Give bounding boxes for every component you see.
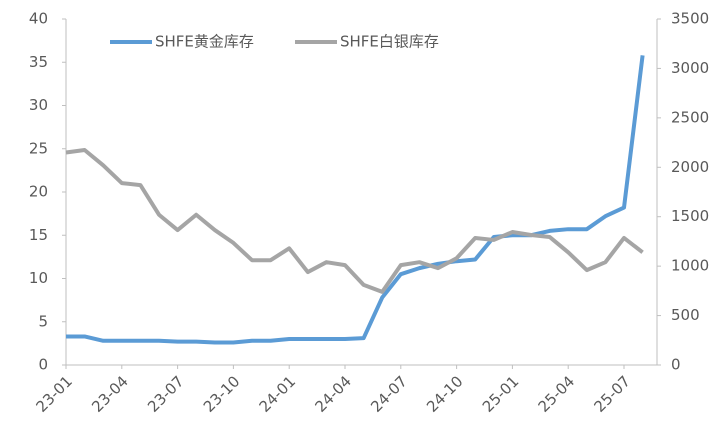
y2-tick-label: 3000 <box>671 59 709 77</box>
x-tick-label: 25-04 <box>535 372 579 416</box>
y-tick-label: 15 <box>29 226 48 244</box>
y-tick-label: 5 <box>38 312 48 330</box>
y2-tick-label: 500 <box>671 306 700 324</box>
y-tick-label: 0 <box>38 356 48 374</box>
series-line <box>66 55 645 345</box>
y-tick-label: 40 <box>29 10 48 28</box>
x-tick-label: 23-07 <box>144 372 188 416</box>
x-tick-label: 23-01 <box>32 372 76 416</box>
legend-label: SHFE黄金库存 <box>155 33 254 51</box>
x-tick-label: 25-07 <box>590 372 634 416</box>
y-tick-label: 30 <box>29 96 48 114</box>
x-tick-label: 24-10 <box>423 372 467 416</box>
x-tick-label: 23-04 <box>88 372 132 416</box>
y2-tick-label: 1500 <box>671 207 709 225</box>
y2-tick-label: 2000 <box>671 158 709 176</box>
x-tick-label: 24-01 <box>256 372 300 416</box>
y-tick-label: 20 <box>29 183 48 201</box>
series-line <box>65 147 644 294</box>
y2-tick-label: 2500 <box>671 108 709 126</box>
y2-tick-label: 0 <box>671 356 681 374</box>
y-tick-label: 25 <box>29 139 48 157</box>
x-tick-label: 23-10 <box>200 372 244 416</box>
y2-tick-label: 1000 <box>671 257 709 275</box>
x-tick-label: 24-07 <box>367 372 411 416</box>
y2-tick-label: 3500 <box>671 10 709 28</box>
legend-label: SHFE白银库存 <box>340 33 439 51</box>
y-tick-label: 10 <box>29 269 48 287</box>
x-tick-label: 25-01 <box>479 372 523 416</box>
x-tick-label: 24-04 <box>311 372 355 416</box>
y-tick-label: 35 <box>29 53 48 71</box>
